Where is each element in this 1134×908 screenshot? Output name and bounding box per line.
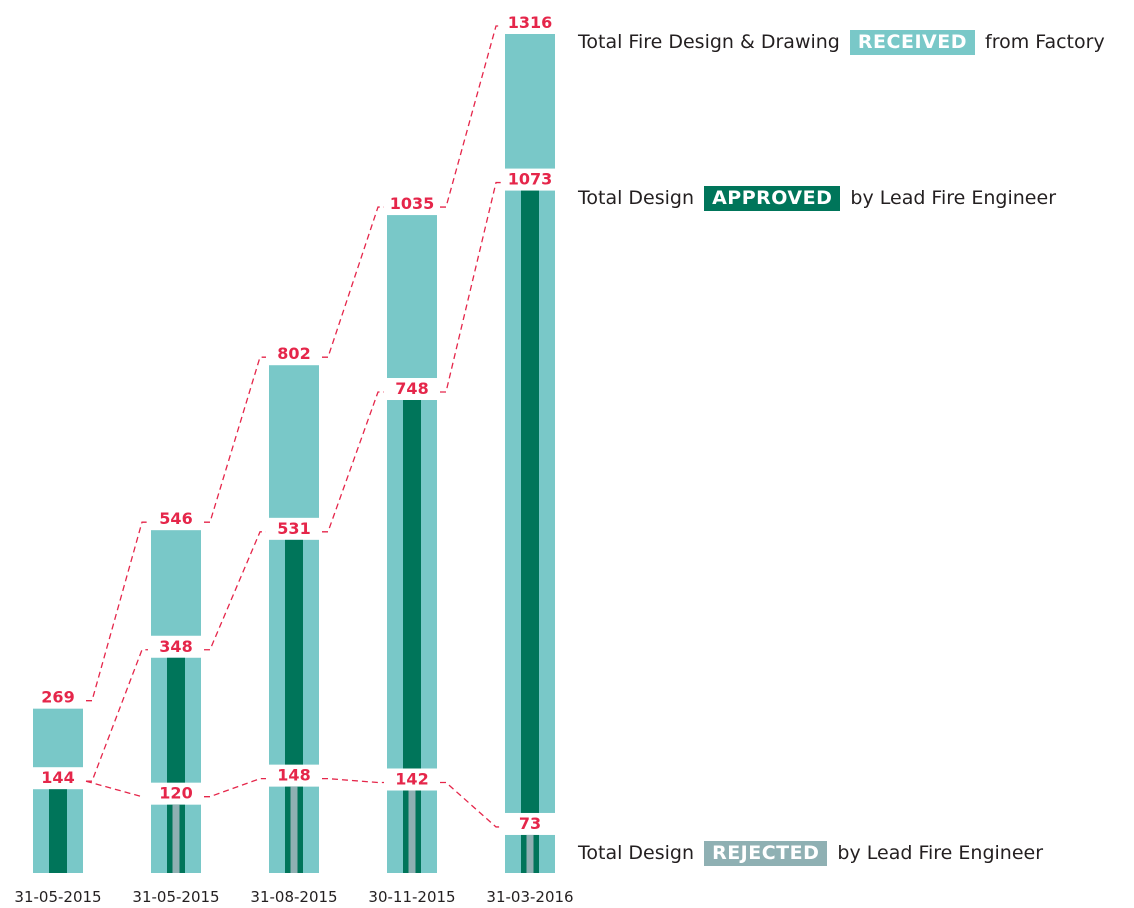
legend-approved-prefix: Total Design bbox=[578, 187, 695, 209]
value-label-received-bg bbox=[504, 12, 556, 32]
connector-rejected bbox=[322, 777, 384, 784]
value-label-received: 546 bbox=[159, 509, 192, 528]
bar-approved bbox=[167, 657, 185, 796]
connector-received bbox=[440, 25, 502, 208]
legend-received: Total Fire Design & Drawing RECEIVED fro… bbox=[578, 29, 1105, 55]
x-tick-label: 31-03-2016 bbox=[486, 888, 573, 906]
bar-rejected bbox=[526, 834, 534, 873]
legend-received-suffix: from Factory bbox=[985, 31, 1105, 53]
legend-approved: Total Design APPROVED by Lead Fire Engin… bbox=[578, 185, 1056, 211]
bar-approved bbox=[285, 539, 303, 778]
value-label-approved-bg bbox=[504, 168, 556, 189]
connector-approved bbox=[440, 181, 502, 393]
bar-approved bbox=[49, 789, 67, 873]
value-label-received-bg bbox=[150, 508, 202, 529]
connector-received bbox=[86, 521, 148, 702]
value-label-received: 269 bbox=[41, 688, 74, 707]
legend-rejected-suffix: by Lead Fire Engineer bbox=[837, 842, 1044, 864]
legend-received-prefix: Total Fire Design & Drawing bbox=[578, 31, 840, 53]
bar-received bbox=[505, 34, 555, 182]
value-label-received-bg bbox=[386, 193, 438, 214]
value-label-rejected-bg bbox=[504, 812, 556, 833]
bar-received bbox=[387, 215, 437, 392]
bar-approved bbox=[521, 190, 539, 826]
connector-approved bbox=[86, 649, 148, 782]
value-label-approved: 748 bbox=[395, 379, 428, 398]
value-label-received-bg bbox=[32, 686, 84, 707]
value-label-approved: 144 bbox=[41, 768, 74, 787]
value-label-approved-bg bbox=[386, 378, 438, 399]
value-label-rejected-bg bbox=[268, 764, 320, 785]
value-label-approved-bg bbox=[268, 517, 320, 538]
legend-approved-badge: APPROVED bbox=[704, 186, 841, 211]
value-label-received: 1316 bbox=[508, 13, 553, 32]
connector-rejected bbox=[440, 781, 502, 828]
value-label-rejected: 120 bbox=[159, 784, 192, 803]
bar-rejected bbox=[408, 790, 416, 873]
legend-received-badge: RECEIVED bbox=[849, 30, 975, 55]
value-label-rejected: 148 bbox=[277, 766, 310, 785]
x-tick-label: 31-05-2015 bbox=[14, 888, 101, 906]
bar-received bbox=[269, 365, 319, 531]
connector-rejected bbox=[204, 777, 266, 798]
legend-rejected-prefix: Total Design bbox=[578, 842, 695, 864]
bar-rejected bbox=[290, 786, 298, 873]
value-label-approved: 531 bbox=[277, 519, 310, 538]
value-label-rejected: 142 bbox=[395, 769, 428, 788]
value-label-received-bg bbox=[268, 343, 320, 364]
bar-approved bbox=[403, 400, 421, 782]
connector-approved bbox=[322, 391, 384, 533]
connector-received bbox=[204, 356, 266, 523]
connector-received bbox=[322, 206, 384, 358]
value-label-approved: 1073 bbox=[508, 170, 553, 189]
bar-received bbox=[151, 530, 201, 649]
x-tick-label: 31-05-2015 bbox=[132, 888, 219, 906]
value-label-approved-bg bbox=[32, 767, 84, 788]
value-label-approved-bg bbox=[150, 635, 202, 656]
legend-rejected-badge: REJECTED bbox=[704, 841, 828, 866]
legend-approved-suffix: by Lead Fire Engineer bbox=[850, 187, 1057, 209]
bar-rejected bbox=[172, 804, 180, 873]
value-label-received: 802 bbox=[277, 344, 310, 363]
value-label-rejected: 73 bbox=[519, 814, 541, 833]
connector-rejected-start bbox=[85, 780, 143, 798]
x-tick-label: 31-08-2015 bbox=[250, 888, 337, 906]
value-label-received: 1035 bbox=[390, 194, 435, 213]
value-label-rejected-bg bbox=[150, 782, 202, 803]
value-label-rejected-bg bbox=[386, 768, 438, 789]
connector-approved bbox=[204, 531, 266, 651]
legend-rejected: Total Design REJECTED by Lead Fire Engin… bbox=[578, 840, 1043, 866]
value-label-approved: 348 bbox=[159, 637, 192, 656]
x-tick-label: 30-11-2015 bbox=[368, 888, 455, 906]
